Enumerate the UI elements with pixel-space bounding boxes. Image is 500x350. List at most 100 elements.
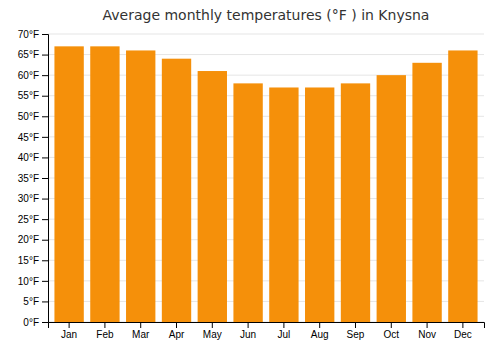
tick-mark: [176, 322, 177, 328]
y-tick: 30°F: [18, 193, 48, 204]
tick-label: 5°F: [23, 296, 39, 307]
tick-mark: [140, 322, 141, 328]
axis-line: [49, 323, 485, 329]
y-tick: 50°F: [18, 111, 48, 122]
tick-mark: [42, 96, 48, 97]
tick-mark: [427, 322, 428, 328]
tick-label: 15°F: [18, 255, 39, 266]
y-tick: 60°F: [18, 70, 48, 81]
tick-label: 35°F: [18, 173, 39, 184]
tick-mark: [42, 55, 48, 56]
tick-label: Jan: [61, 329, 77, 340]
tick-label: 0°F: [23, 317, 39, 328]
tick-label: Nov: [418, 329, 436, 340]
tick-mark: [42, 322, 48, 323]
y-tick: 25°F: [18, 214, 48, 225]
x-tick: Mar: [132, 322, 150, 340]
tick-mark: [248, 322, 249, 328]
bar: [305, 87, 334, 322]
grid-line: [48, 34, 484, 35]
tick-mark: [42, 34, 48, 35]
y-tick: 70°F: [18, 29, 48, 40]
y-tick: 5°F: [23, 296, 48, 307]
bar: [412, 63, 441, 322]
tick-label: 25°F: [18, 214, 39, 225]
y-tick: 10°F: [18, 276, 48, 287]
y-axis: 0°F 5°F 10°F 15°F 20°F 25°F 30°F 35°F 40°F 45°F 50…: [18, 29, 49, 328]
tick-mark: [42, 157, 48, 158]
tick-label: Oct: [384, 329, 400, 340]
tick-mark: [42, 116, 48, 117]
chart: Jan Feb Mar Apr May Jun Jul Aug Sep Oct Nov Dec 0°F 5…: [0, 0, 500, 350]
tick-label: May: [203, 329, 222, 340]
tick-mark: [69, 322, 70, 328]
bar: [126, 50, 155, 322]
x-tick: Feb: [96, 322, 114, 340]
tick-label: 60°F: [18, 70, 39, 81]
y-tick: 20°F: [18, 234, 48, 245]
tick-mark: [212, 322, 213, 328]
tick-label: Dec: [454, 329, 472, 340]
x-tick: Jun: [240, 322, 256, 340]
tick-label: 10°F: [18, 276, 39, 287]
x-tick: Aug: [311, 322, 329, 340]
tick-mark: [42, 75, 48, 76]
y-tick: 55°F: [18, 90, 48, 101]
x-tick: Jan: [61, 322, 77, 340]
x-tick: May: [203, 322, 222, 340]
grid: [48, 34, 484, 322]
y-tick: 65°F: [18, 49, 48, 60]
tick-mark: [319, 322, 320, 328]
tick-mark: [42, 199, 48, 200]
tick-mark: [283, 322, 284, 328]
tick-label: 30°F: [18, 193, 39, 204]
tick-label: 50°F: [18, 111, 39, 122]
x-tick: Jul: [277, 322, 290, 340]
tick-mark: [42, 281, 48, 282]
x-axis: Jan Feb Mar Apr May Jun Jul Aug Sep Oct Nov Dec: [49, 322, 485, 340]
bar: [377, 75, 406, 322]
tick-label: Apr: [169, 329, 185, 340]
tick-mark: [462, 322, 463, 328]
tick-label: Jul: [277, 329, 290, 340]
tick-label: 45°F: [18, 132, 39, 143]
y-tick: 40°F: [18, 152, 48, 163]
tick-mark: [42, 219, 48, 220]
bars: [54, 46, 477, 322]
x-tick: Oct: [384, 322, 400, 340]
tick-label: 20°F: [18, 234, 39, 245]
tick-mark: [104, 322, 105, 328]
tick-label: Sep: [347, 329, 365, 340]
tick-mark: [391, 322, 392, 328]
bar: [162, 59, 191, 322]
title: Average monthly temperatures (°F ) in Kn…: [103, 7, 430, 23]
tick-mark: [42, 260, 48, 261]
bar: [198, 71, 227, 322]
tick-label: 70°F: [18, 29, 39, 40]
tick-mark: [42, 137, 48, 138]
bar: [54, 46, 83, 322]
tick-mark: [42, 178, 48, 179]
y-tick: 45°F: [18, 132, 48, 143]
y-tick: 35°F: [18, 173, 48, 184]
x-tick: Dec: [454, 322, 472, 340]
x-tick: Apr: [169, 322, 185, 340]
tick-mark: [355, 322, 356, 328]
tick-label: 65°F: [18, 49, 39, 60]
x-tick: Sep: [347, 322, 365, 340]
bar: [269, 87, 298, 322]
tick-label: Aug: [311, 329, 329, 340]
axis-line: [42, 35, 49, 323]
bar: [448, 50, 477, 322]
tick-mark: [42, 301, 48, 302]
tick-label: 40°F: [18, 152, 39, 163]
bar: [233, 83, 262, 322]
y-tick: 0°F: [23, 317, 48, 328]
tick-label: Mar: [132, 329, 150, 340]
bar: [341, 83, 370, 322]
tick-label: Jun: [240, 329, 256, 340]
tick-label: Feb: [96, 329, 114, 340]
y-tick: 15°F: [18, 255, 48, 266]
tick-mark: [42, 240, 48, 241]
bar: [90, 46, 119, 322]
